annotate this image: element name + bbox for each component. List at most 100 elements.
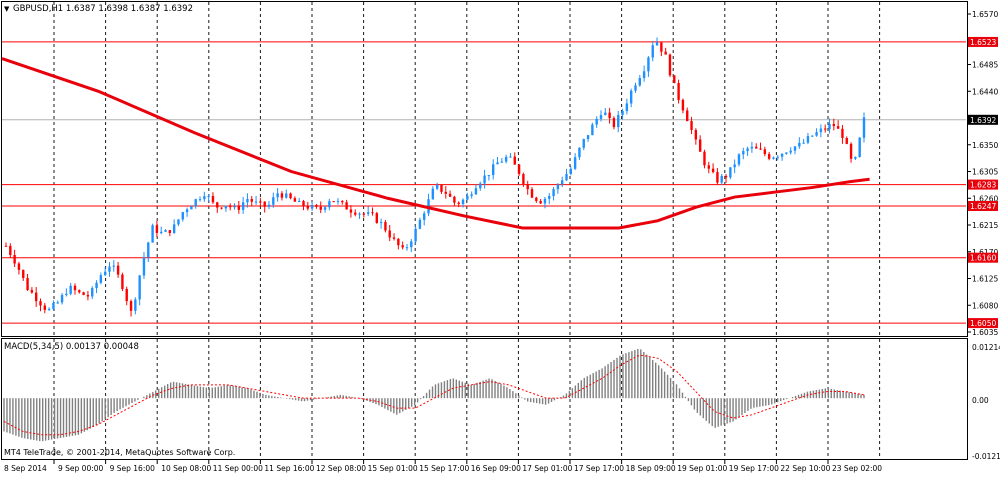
price-tick-label: 1.6305 xyxy=(972,168,998,177)
candle-body xyxy=(272,197,275,205)
price-axis[interactable]: 1.65701.65251.64851.64401.63951.63501.63… xyxy=(967,10,1000,461)
candle-body xyxy=(690,121,693,130)
candle-body xyxy=(134,299,137,311)
candle-body xyxy=(629,90,633,104)
candle-body xyxy=(492,164,495,176)
candle-body xyxy=(4,245,8,247)
candle-body xyxy=(750,146,754,149)
price-tick-label: 1.6350 xyxy=(972,141,998,150)
candle-body xyxy=(522,174,525,184)
candle-body xyxy=(345,202,348,210)
candlestick-series xyxy=(4,37,866,317)
candle-body xyxy=(819,128,823,133)
candle-body xyxy=(466,195,469,200)
candle-body xyxy=(315,205,318,207)
candle-body xyxy=(556,184,560,190)
collapse-triangle-icon[interactable]: ▼ xyxy=(4,5,10,13)
candle-body xyxy=(647,57,650,72)
candle-body xyxy=(263,201,266,207)
candle-body xyxy=(487,175,491,177)
candle-body xyxy=(539,200,542,204)
candle-body xyxy=(302,200,305,207)
time-tick-label: 19 Sep 17:00 xyxy=(729,464,779,473)
candle-body xyxy=(410,241,413,248)
candle-body xyxy=(366,212,370,214)
candle-body xyxy=(203,196,206,200)
candle-body xyxy=(811,135,814,137)
candle-body xyxy=(703,151,706,166)
macd-header: MACD(5,34,5) 0.00137 0.00048 xyxy=(4,342,139,352)
candle-body xyxy=(448,193,452,197)
candle-body xyxy=(259,201,262,203)
candle-body xyxy=(22,269,25,278)
time-axis[interactable]: 8 Sep 2014 9 Sep 00:00 9 Sep 16:00 10 Sep 0… xyxy=(4,459,882,473)
candle-body xyxy=(858,137,861,157)
candle-body xyxy=(453,196,456,203)
candle-body xyxy=(617,114,620,128)
candle-body xyxy=(198,199,202,201)
candle-body xyxy=(755,146,758,149)
candle-body xyxy=(254,201,258,203)
time-tick-label: 22 Sep 10:00 xyxy=(780,464,830,473)
price-tick-label: 1.6260 xyxy=(972,194,998,203)
candle-body xyxy=(733,164,736,168)
candle-body xyxy=(414,228,417,242)
candle-body xyxy=(578,147,581,158)
candle-body xyxy=(56,302,59,304)
candle-body xyxy=(349,209,353,213)
candle-body xyxy=(655,42,659,46)
candle-body xyxy=(711,168,715,173)
main-chart-frame xyxy=(1,1,968,337)
candle-body xyxy=(694,129,698,140)
time-tick-label: 12 Sep 08:00 xyxy=(316,464,366,473)
candle-body xyxy=(91,288,94,297)
candle-body xyxy=(686,110,689,122)
candle-body xyxy=(129,301,133,311)
symbol-header: GBPUSD,H1 1.6387 1.6398 1.6387 1.6392 xyxy=(13,4,193,14)
time-tick-label: 18 Sep 09:00 xyxy=(626,464,676,473)
candle-body xyxy=(418,219,422,229)
candle-body xyxy=(95,282,98,289)
candle-body xyxy=(177,219,180,225)
moving-average-line xyxy=(1,57,870,230)
candle-body xyxy=(535,197,538,201)
candle-body xyxy=(82,292,85,295)
candle-body xyxy=(815,132,818,136)
candle-body xyxy=(216,202,219,208)
candle-body xyxy=(190,206,193,210)
candle-body xyxy=(504,156,508,162)
candle-body xyxy=(147,242,150,258)
candle-body xyxy=(560,180,564,185)
candle-body xyxy=(681,99,685,111)
candle-body xyxy=(241,202,245,210)
candle-body xyxy=(388,230,391,238)
candle-body xyxy=(444,191,447,194)
candle-body xyxy=(660,42,663,52)
candle-body xyxy=(86,294,90,297)
candle-body xyxy=(841,128,844,139)
candle-body xyxy=(116,265,120,275)
candle-body xyxy=(293,198,297,202)
candle-body xyxy=(638,78,641,86)
candle-body xyxy=(73,285,77,291)
time-tick-label: 15 Sep 17:00 xyxy=(419,464,469,473)
candle-body xyxy=(599,114,603,119)
candle-body xyxy=(78,290,81,293)
candle-body xyxy=(742,151,745,155)
time-tick-label: 11 Sep 00:00 xyxy=(213,464,263,473)
candle-body xyxy=(267,204,271,207)
candle-body xyxy=(474,188,478,195)
candle-body xyxy=(785,152,788,154)
moving-average-line xyxy=(1,57,870,230)
candle-body xyxy=(375,213,378,223)
candle-body xyxy=(108,266,111,272)
candle-body xyxy=(440,184,443,192)
candle-body xyxy=(276,193,279,198)
candle-body xyxy=(341,200,344,203)
candle-body xyxy=(103,271,107,276)
candle-body xyxy=(207,196,210,198)
candle-body xyxy=(332,201,335,203)
price-tag-label: 1.6392 xyxy=(970,116,996,125)
